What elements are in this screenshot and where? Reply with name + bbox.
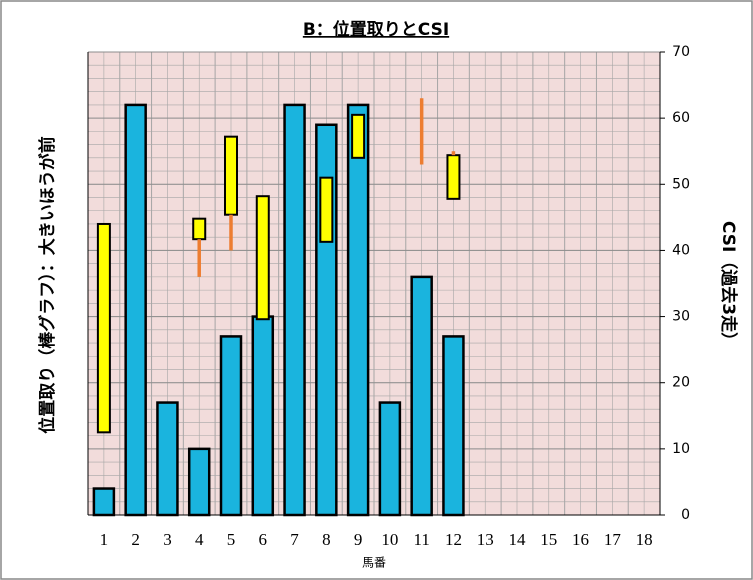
csi-range xyxy=(96,222,111,434)
bar xyxy=(219,335,243,517)
bar xyxy=(410,275,433,517)
x-tick-label: 15 xyxy=(540,530,557,549)
x-tick-label: 4 xyxy=(195,530,204,549)
y2-axis-label: CSI（過去3走） xyxy=(718,221,739,349)
bar xyxy=(442,335,465,517)
bar xyxy=(346,103,370,517)
y2-tick-label: 10 xyxy=(672,441,690,457)
x-tick-label: 14 xyxy=(509,530,527,549)
y2-tick-label: 20 xyxy=(672,375,690,391)
csi-range xyxy=(351,113,366,159)
y2-tick-label: 40 xyxy=(672,242,690,258)
csi-range xyxy=(224,135,238,216)
x-tick-label: 18 xyxy=(636,530,653,549)
x-tick-label: 1 xyxy=(100,530,109,549)
x-tick-label: 16 xyxy=(572,530,589,549)
y2-tick-label: 30 xyxy=(672,309,690,325)
x-tick-label: 17 xyxy=(604,530,622,549)
bar xyxy=(92,487,116,517)
x-tick-label: 6 xyxy=(259,530,268,549)
csi-range xyxy=(319,176,334,243)
bar xyxy=(124,103,147,517)
x-tick-label: 8 xyxy=(322,530,331,549)
x-tick-label: 5 xyxy=(227,530,236,549)
bar xyxy=(251,315,275,517)
x-tick-label: 10 xyxy=(381,530,398,549)
x-tick-label: 9 xyxy=(354,530,363,549)
x-tick-label: 7 xyxy=(290,530,299,549)
y2-tick-label: 0 xyxy=(681,507,690,523)
csi-range xyxy=(446,154,461,200)
x-tick-label: 12 xyxy=(445,530,462,549)
bar xyxy=(187,447,211,517)
bar xyxy=(283,103,306,517)
bar xyxy=(156,401,179,517)
y2-tick-label: 50 xyxy=(672,176,690,192)
y2-tick-label: 60 xyxy=(672,110,690,126)
x-tick-label: 13 xyxy=(477,530,494,549)
x-axis-label: 馬番 xyxy=(362,556,386,570)
x-tick-label: 11 xyxy=(413,530,429,549)
csi-range xyxy=(255,195,270,321)
csi-range xyxy=(192,217,207,241)
x-tick-label: 3 xyxy=(163,530,172,549)
x-tick-label: 2 xyxy=(131,530,140,549)
y2-tick-label: 70 xyxy=(672,44,690,60)
y-axis-label: 位置取り（棒グラフ）：大きいほうが前 xyxy=(37,136,58,434)
chart-title: B：位置取りとCSI xyxy=(303,19,449,40)
bar xyxy=(378,401,402,517)
